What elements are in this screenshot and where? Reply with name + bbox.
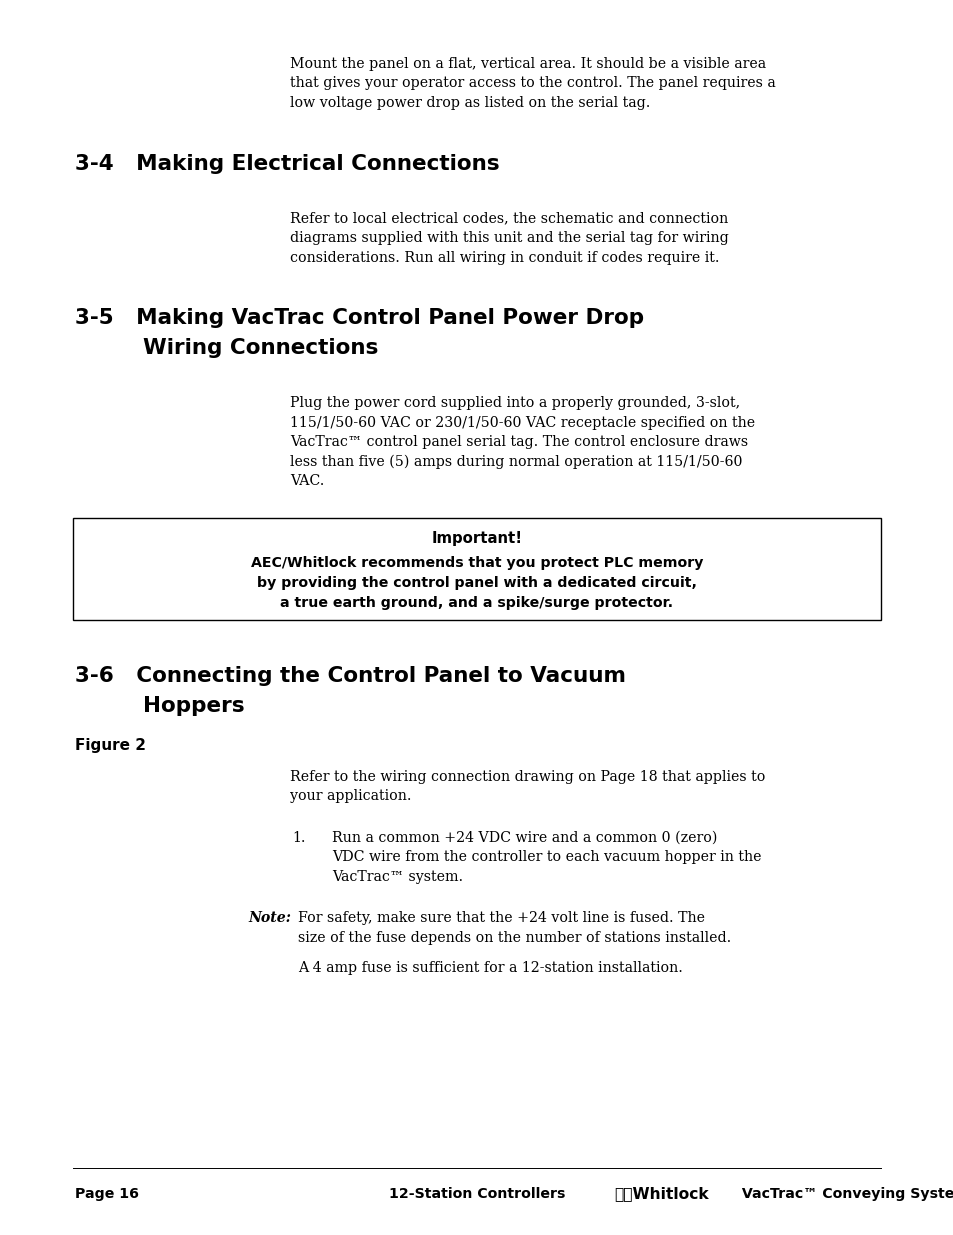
- Text: considerations. Run all wiring in conduit if codes require it.: considerations. Run all wiring in condui…: [290, 251, 719, 264]
- Text: by providing the control panel with a dedicated circuit,: by providing the control panel with a de…: [256, 576, 697, 589]
- Text: VacTrac™ control panel serial tag. The control enclosure draws: VacTrac™ control panel serial tag. The c…: [290, 435, 747, 450]
- Text: that gives your operator access to the control. The panel requires a: that gives your operator access to the c…: [290, 77, 775, 90]
- Text: Plug the power cord supplied into a properly grounded, 3-slot,: Plug the power cord supplied into a prop…: [290, 396, 740, 410]
- Text: VacTrac™ Conveying Systems: VacTrac™ Conveying Systems: [737, 1187, 953, 1200]
- Text: Note:: Note:: [248, 911, 291, 925]
- Text: VacTrac™ system.: VacTrac™ system.: [332, 869, 462, 883]
- Text: Refer to the wiring connection drawing on Page 18 that applies to: Refer to the wiring connection drawing o…: [290, 769, 764, 783]
- Text: Wiring Connections: Wiring Connections: [143, 338, 378, 358]
- Text: For safety, make sure that the +24 volt line is fused. The: For safety, make sure that the +24 volt …: [297, 911, 704, 925]
- Text: 115/1/50-60 VAC or 230/1/50-60 VAC receptacle specified on the: 115/1/50-60 VAC or 230/1/50-60 VAC recep…: [290, 415, 755, 430]
- Text: low voltage power drop as listed on the serial tag.: low voltage power drop as listed on the …: [290, 96, 650, 110]
- Text: 3-6   Connecting the Control Panel to Vacuum: 3-6 Connecting the Control Panel to Vacu…: [75, 666, 625, 685]
- Text: 12-Station Controllers: 12-Station Controllers: [389, 1187, 564, 1200]
- Text: Refer to local electrical codes, the schematic and connection: Refer to local electrical codes, the sch…: [290, 211, 727, 226]
- Text: a true earth ground, and a spike/surge protector.: a true earth ground, and a spike/surge p…: [280, 595, 673, 610]
- Text: Hoppers: Hoppers: [143, 695, 244, 715]
- Text: size of the fuse depends on the number of stations installed.: size of the fuse depends on the number o…: [297, 930, 731, 945]
- Text: 3-4   Making Electrical Connections: 3-4 Making Electrical Connections: [75, 153, 499, 173]
- Text: Important!: Important!: [431, 531, 522, 546]
- Text: Figure 2: Figure 2: [75, 737, 146, 752]
- Text: 3-5   Making VacTrac Control Panel Power Drop: 3-5 Making VacTrac Control Panel Power D…: [75, 308, 643, 329]
- Text: VAC.: VAC.: [290, 474, 324, 488]
- Text: 1.: 1.: [292, 830, 305, 845]
- Text: less than five (5) amps during normal operation at 115/1/50-60: less than five (5) amps during normal op…: [290, 454, 741, 469]
- Text: VDC wire from the controller to each vacuum hopper in the: VDC wire from the controller to each vac…: [332, 850, 760, 864]
- Text: diagrams supplied with this unit and the serial tag for wiring: diagrams supplied with this unit and the…: [290, 231, 728, 245]
- FancyBboxPatch shape: [73, 517, 880, 620]
- Text: 冂冂Whitlock: 冂冂Whitlock: [614, 1186, 708, 1200]
- Text: Mount the panel on a flat, vertical area. It should be a visible area: Mount the panel on a flat, vertical area…: [290, 57, 765, 70]
- Text: Page 16: Page 16: [75, 1187, 139, 1200]
- Text: Run a common +24 VDC wire and a common 0 (zero): Run a common +24 VDC wire and a common 0…: [332, 830, 717, 845]
- Text: A 4 amp fuse is sufficient for a 12-station installation.: A 4 amp fuse is sufficient for a 12-stat…: [297, 961, 682, 974]
- Text: AEC/Whitlock recommends that you protect PLC memory: AEC/Whitlock recommends that you protect…: [251, 556, 702, 569]
- Text: your application.: your application.: [290, 789, 411, 803]
